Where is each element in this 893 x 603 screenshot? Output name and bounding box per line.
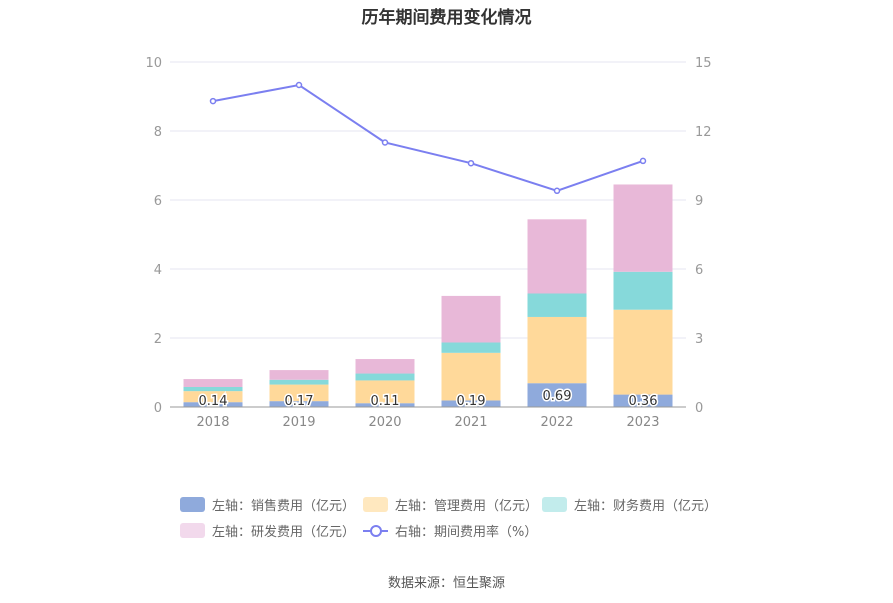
- legend-color-swatch: [542, 497, 567, 512]
- bar-sales: [269, 401, 329, 407]
- x-tick-label: 2023: [626, 415, 659, 430]
- rate-point: [295, 81, 303, 89]
- legend-label: 左轴：财务费用（亿元）: [574, 499, 718, 514]
- right-tick-label: 0: [695, 401, 703, 416]
- right-tick-label: 3: [695, 332, 703, 347]
- x-tick-label: 2022: [540, 415, 573, 430]
- bar-sales: [613, 394, 673, 407]
- bar-rnd: [269, 370, 329, 380]
- legend-label: 左轴：销售费用（亿元）: [212, 499, 356, 514]
- right-tick-label: 15: [695, 56, 712, 71]
- bar-sales: [183, 402, 243, 407]
- left-tick-label: 10: [145, 56, 162, 71]
- bar-rnd: [441, 295, 501, 343]
- left-tick-label: 2: [154, 332, 162, 347]
- bar-finance: [441, 342, 501, 353]
- bar-rnd: [613, 184, 673, 272]
- left-tick-label: 8: [154, 125, 162, 140]
- legend-item-rate[interactable]: 右轴：期间费用率（%）: [363, 521, 537, 540]
- bar-finance: [269, 379, 329, 385]
- legend-color-swatch: [180, 523, 205, 538]
- legend-color-swatch: [180, 497, 205, 512]
- legend-label: 左轴：研发费用（亿元）: [212, 525, 356, 540]
- bar-rnd: [527, 219, 587, 294]
- rate-line: [212, 83, 644, 192]
- right-tick-label: 6: [695, 263, 703, 278]
- bar-sales: [441, 400, 501, 407]
- left-tick-label: 4: [154, 263, 162, 278]
- bar-management: [527, 316, 587, 384]
- rate-point: [381, 139, 389, 146]
- sales-data-label: 0.11: [371, 394, 400, 409]
- left-tick-label: 6: [154, 194, 162, 209]
- bar-sales: [527, 383, 587, 407]
- bar-management: [183, 391, 243, 403]
- bar-finance: [183, 386, 243, 392]
- left-tick-label: 0: [154, 401, 162, 416]
- x-tick-label: 2019: [282, 415, 315, 430]
- legend-color-swatch: [363, 497, 388, 512]
- bar-management: [269, 384, 329, 402]
- bar-management: [613, 309, 673, 395]
- data-source: 数据来源：恒生聚源: [387, 576, 505, 591]
- bar-finance: [613, 271, 673, 310]
- legend-label: 左轴：管理费用（亿元）: [395, 499, 539, 514]
- x-tick-label: 2020: [368, 415, 401, 430]
- bar-finance: [355, 373, 415, 381]
- bar-sales: [355, 403, 415, 407]
- sales-data-label: 0.14: [199, 394, 228, 409]
- chart-plot: 0 2 4 6 8 10 0 3 6 9 12 15 2018 2019 2020 2021 2022 2023 0…: [145, 56, 712, 430]
- legend-item-finance[interactable]: 左轴：财务费用（亿元）: [542, 495, 717, 514]
- bar-management: [355, 380, 415, 404]
- sales-data-label: 0.36: [629, 394, 658, 409]
- x-tick-label: 2021: [454, 415, 487, 430]
- chart-title: 历年期间费用变化情况: [361, 8, 532, 28]
- legend-label: 右轴：期间费用率（%）: [395, 525, 538, 540]
- bar-rnd: [183, 379, 243, 387]
- x-tick-label: 2018: [196, 415, 229, 430]
- bar-management: [441, 352, 501, 401]
- sales-data-label: 0.69: [543, 389, 572, 404]
- rate-point: [553, 187, 561, 195]
- bar-rnd: [355, 359, 415, 374]
- sales-data-label: 0.19: [457, 394, 486, 409]
- right-tick-label: 12: [695, 125, 712, 140]
- right-tick-label: 9: [695, 194, 703, 209]
- legend-item-management[interactable]: 左轴：管理费用（亿元）: [363, 495, 538, 514]
- legend-item-rnd[interactable]: 左轴：研发费用（亿元）: [180, 521, 355, 540]
- legend-item-sales[interactable]: 左轴：销售费用（亿元）: [180, 495, 355, 514]
- rate-point: [467, 159, 475, 167]
- bar-finance: [527, 293, 587, 317]
- rate-point: [639, 157, 647, 165]
- rate-point: [209, 97, 217, 105]
- legend-line-swatch: [363, 523, 388, 538]
- sales-data-label: 0.17: [285, 394, 314, 409]
